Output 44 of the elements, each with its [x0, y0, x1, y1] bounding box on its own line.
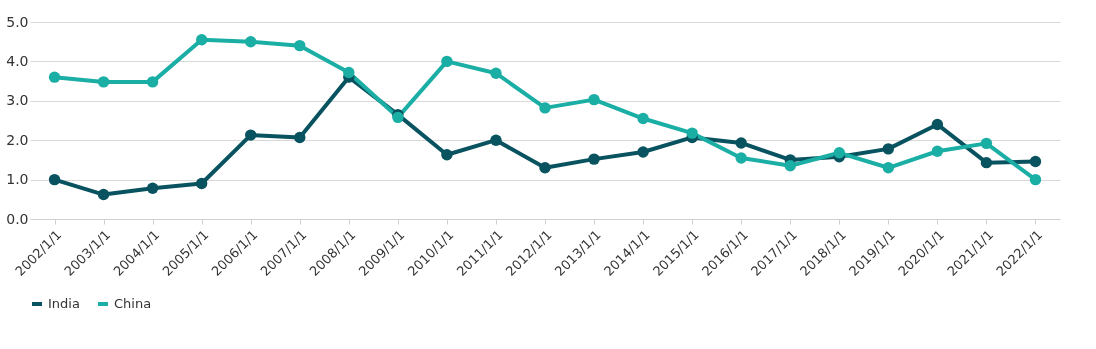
point [882, 162, 895, 174]
point [441, 149, 453, 161]
point [146, 76, 159, 88]
y-tick-label: 5.0 [6, 13, 29, 30]
y-tick-label: 3.0 [6, 92, 29, 109]
point [97, 76, 110, 88]
point [195, 34, 208, 46]
y-tick-label: 2.0 [6, 131, 29, 148]
point [588, 93, 600, 106]
point [97, 188, 110, 201]
point [490, 134, 502, 146]
point [539, 102, 551, 114]
point [245, 129, 257, 141]
point [980, 137, 993, 150]
point [294, 39, 306, 52]
point [1029, 173, 1042, 186]
point [48, 71, 61, 83]
y-tick-label: 0.0 [6, 210, 29, 227]
point [490, 67, 502, 79]
point [980, 156, 993, 169]
y-tick-label: 1.0 [6, 171, 29, 188]
point [931, 145, 944, 157]
point [441, 55, 453, 68]
point [146, 182, 159, 194]
point [735, 152, 747, 164]
point [245, 36, 257, 48]
point [686, 127, 698, 139]
y-tick-label: 4.0 [6, 52, 29, 69]
legend-label: China [114, 296, 152, 311]
point [637, 112, 649, 125]
point [833, 147, 845, 159]
point [539, 162, 551, 174]
point [931, 118, 944, 131]
point [882, 143, 895, 155]
point [637, 146, 649, 158]
legend-label: India [48, 296, 80, 311]
point [588, 153, 600, 165]
point [48, 173, 61, 186]
point [195, 177, 208, 190]
point [343, 66, 355, 79]
point [1029, 155, 1042, 168]
point [784, 160, 796, 172]
point [735, 137, 747, 149]
point [294, 131, 306, 144]
